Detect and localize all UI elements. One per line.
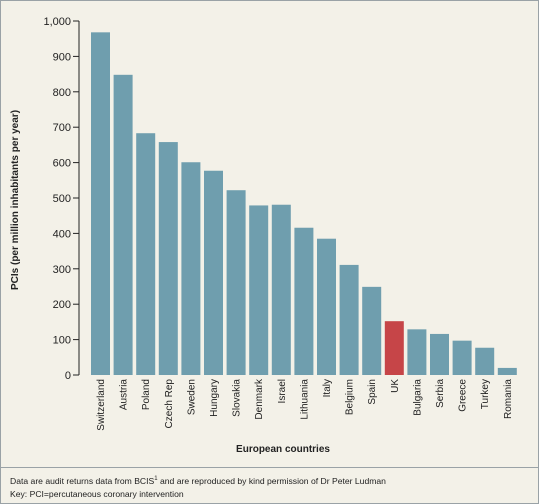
x-tick-label: Denmark: [254, 378, 265, 420]
bar: [475, 347, 495, 375]
bar: [158, 142, 178, 375]
x-tick-label: Austria: [119, 379, 130, 411]
y-tick-label: 500: [53, 193, 71, 205]
y-tick-label: 400: [53, 228, 71, 240]
x-tick-label: Hungary: [209, 379, 220, 417]
x-axis: Switzerland Austria Poland Czech Rep Sweden H…: [96, 378, 514, 431]
bar: [226, 190, 246, 375]
bar: [271, 204, 291, 375]
bar: [430, 333, 449, 375]
y-tick-label: 800: [53, 87, 71, 99]
bar: [113, 74, 133, 376]
y-axis: 0 100 200 300 400 500 600 700 800 900 1,000: [43, 16, 80, 382]
x-tick-label: Bulgaria: [412, 379, 423, 416]
bar: [339, 264, 359, 375]
y-tick-label: 300: [53, 264, 71, 276]
bar: [181, 162, 201, 375]
footnote: Data are audit returns data from BCIS1 a…: [1, 467, 538, 503]
bar: [91, 32, 110, 375]
bar: [362, 286, 382, 375]
footnote-ref: 1: [154, 476, 158, 482]
x-axis-title: European countries: [236, 444, 330, 455]
x-tick-label: Serbia: [435, 379, 446, 408]
y-tick-label: 900: [53, 51, 71, 63]
footnote-key: Key: PCI=percutaneous coronary intervent…: [10, 488, 184, 499]
x-tick-label: Czech Rep: [164, 379, 175, 429]
x-tick-label: Belgium: [345, 379, 356, 415]
bar: [452, 340, 472, 375]
y-tick-label: 100: [53, 335, 71, 347]
footnote-source: Data are audit returns data from BCIS1 a…: [10, 473, 538, 488]
x-tick-label: Slovakia: [232, 379, 243, 417]
footnote-source-text: Data are audit returns data from BCIS: [10, 475, 155, 486]
bar: [249, 205, 269, 375]
x-tick-label: Italy: [322, 379, 333, 397]
x-tick-label: Turkey: [480, 379, 491, 409]
x-tick-label: Sweden: [186, 379, 197, 415]
footnote-source-text-end: and are reproduced by kind permission of…: [157, 475, 386, 486]
x-tick-label: Poland: [141, 379, 152, 410]
bar: [317, 238, 336, 375]
y-tick-label: 1,000: [43, 16, 71, 28]
x-tick-label: Romania: [503, 379, 514, 419]
x-tick-label: Israel: [277, 379, 288, 403]
y-axis-title: PCIs (per million inhabitants per year): [10, 110, 21, 290]
x-tick-label: Switzerland: [96, 379, 107, 431]
y-tick-label: 700: [53, 122, 71, 134]
bar-chart: 0 100 200 300 400 500 600 700 800 900 1,000 Switze…: [10, 16, 517, 455]
y-tick-label: 600: [53, 158, 71, 170]
x-tick-label: Greece: [458, 379, 469, 412]
x-tick-label: Lithuania: [299, 379, 310, 420]
bar: [497, 367, 517, 375]
bar: [294, 227, 314, 375]
y-tick-label: 0: [65, 370, 71, 382]
bar: [204, 170, 223, 375]
bar: [136, 133, 156, 375]
x-tick-label: UK: [390, 379, 401, 393]
bar: [384, 321, 404, 375]
y-tick-label: 200: [53, 299, 71, 311]
x-tick-label: Spain: [367, 379, 378, 405]
bars: [91, 32, 517, 376]
bar: [407, 329, 427, 375]
